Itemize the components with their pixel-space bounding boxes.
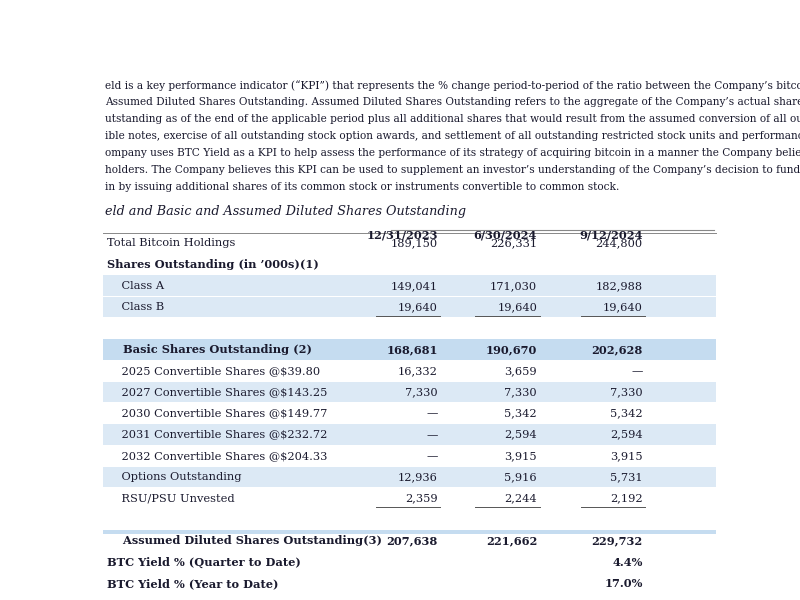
Text: —: — <box>631 366 642 376</box>
Text: Assumed Diluted Shares Outstanding(3): Assumed Diluted Shares Outstanding(3) <box>107 535 382 547</box>
Text: 6/30/2024: 6/30/2024 <box>474 229 537 240</box>
Text: 2,594: 2,594 <box>505 430 537 440</box>
Text: eld is a key performance indicator (“KPI”) that represents the % change period-t: eld is a key performance indicator (“KPI… <box>105 80 800 91</box>
Text: 168,681: 168,681 <box>386 344 438 355</box>
Text: 229,732: 229,732 <box>591 535 642 547</box>
Text: 5,342: 5,342 <box>610 409 642 418</box>
Text: 7,330: 7,330 <box>610 387 642 397</box>
Text: 5,731: 5,731 <box>610 472 642 482</box>
Bar <box>103 382 716 403</box>
Text: 5,342: 5,342 <box>505 409 537 418</box>
Bar <box>103 530 716 551</box>
Text: Basic Shares Outstanding (2): Basic Shares Outstanding (2) <box>107 344 313 355</box>
Text: 5,916: 5,916 <box>505 472 537 482</box>
Text: BTC Yield % (Year to Date): BTC Yield % (Year to Date) <box>107 578 279 589</box>
Text: eld and Basic and Assumed Diluted Shares Outstanding: eld and Basic and Assumed Diluted Shares… <box>105 205 466 218</box>
Text: —: — <box>426 430 438 440</box>
Text: 19,640: 19,640 <box>602 302 642 312</box>
Text: ible notes, exercise of all outstanding stock option awards, and settlement of a: ible notes, exercise of all outstanding … <box>105 131 800 141</box>
Text: 19,640: 19,640 <box>398 302 438 312</box>
Text: 182,988: 182,988 <box>595 281 642 291</box>
Text: 2025 Convertible Shares @$39.80: 2025 Convertible Shares @$39.80 <box>107 366 321 376</box>
Text: 2030 Convertible Shares @$149.77: 2030 Convertible Shares @$149.77 <box>107 409 328 418</box>
Text: holders. The Company believes this KPI can be used to supplement an investor’s u: holders. The Company believes this KPI c… <box>105 166 800 175</box>
Text: 190,670: 190,670 <box>486 344 537 355</box>
Text: 149,041: 149,041 <box>390 281 438 291</box>
Text: Shares Outstanding (in ’000s)(1): Shares Outstanding (in ’000s)(1) <box>107 259 319 270</box>
Text: 19,640: 19,640 <box>498 302 537 312</box>
Text: 189,150: 189,150 <box>390 238 438 248</box>
Text: 2,244: 2,244 <box>505 493 537 503</box>
Text: BTC Yield % (Quarter to Date): BTC Yield % (Quarter to Date) <box>107 557 302 568</box>
Bar <box>103 467 716 487</box>
Bar <box>103 403 716 424</box>
Text: 16,332: 16,332 <box>398 366 438 376</box>
Bar <box>103 551 716 572</box>
Text: 2,594: 2,594 <box>610 430 642 440</box>
Text: —: — <box>426 451 438 461</box>
Text: 9/12/2024: 9/12/2024 <box>579 229 642 240</box>
Text: Class A: Class A <box>107 281 165 291</box>
Text: 226,331: 226,331 <box>490 238 537 248</box>
Bar <box>103 445 716 466</box>
Text: utstanding as of the end of the applicable period plus all additional shares tha: utstanding as of the end of the applicab… <box>105 114 800 124</box>
Bar <box>103 424 716 445</box>
Text: 3,915: 3,915 <box>610 451 642 461</box>
Text: Options Outstanding: Options Outstanding <box>107 472 242 482</box>
Bar <box>103 509 716 530</box>
Bar <box>103 254 716 275</box>
Text: 17.0%: 17.0% <box>604 578 642 589</box>
Text: 2027 Convertible Shares @$143.25: 2027 Convertible Shares @$143.25 <box>107 387 328 397</box>
Text: in by issuing additional shares of its common stock or instruments convertible t: in by issuing additional shares of its c… <box>105 182 619 193</box>
Text: 7,330: 7,330 <box>505 387 537 397</box>
Bar <box>103 296 716 317</box>
Text: —: — <box>426 409 438 418</box>
Text: 4.4%: 4.4% <box>612 557 642 568</box>
Bar <box>103 339 716 360</box>
Text: 171,030: 171,030 <box>490 281 537 291</box>
Text: 244,800: 244,800 <box>595 238 642 248</box>
Bar <box>103 360 716 381</box>
Text: 2,192: 2,192 <box>610 493 642 503</box>
Bar <box>103 318 716 338</box>
Text: 7,330: 7,330 <box>406 387 438 397</box>
Bar <box>103 233 716 254</box>
Text: 202,628: 202,628 <box>591 344 642 355</box>
Text: Class B: Class B <box>107 302 165 312</box>
Text: RSU/PSU Unvested: RSU/PSU Unvested <box>107 493 235 503</box>
Text: 12/31/2023: 12/31/2023 <box>366 229 438 240</box>
Bar <box>103 573 716 593</box>
Text: 2031 Convertible Shares @$232.72: 2031 Convertible Shares @$232.72 <box>107 430 328 440</box>
Bar <box>103 275 716 296</box>
Text: 3,659: 3,659 <box>505 366 537 376</box>
Text: 221,662: 221,662 <box>486 535 537 547</box>
Text: 12,936: 12,936 <box>398 472 438 482</box>
Text: Total Bitcoin Holdings: Total Bitcoin Holdings <box>107 238 236 248</box>
Text: ompany uses BTC Yield as a KPI to help assess the performance of its strategy of: ompany uses BTC Yield as a KPI to help a… <box>105 148 800 158</box>
Text: 2,359: 2,359 <box>406 493 438 503</box>
Text: 2032 Convertible Shares @$204.33: 2032 Convertible Shares @$204.33 <box>107 451 328 461</box>
Text: 3,915: 3,915 <box>505 451 537 461</box>
Text: 207,638: 207,638 <box>386 535 438 547</box>
Text: Assumed Diluted Shares Outstanding. Assumed Diluted Shares Outstanding refers to: Assumed Diluted Shares Outstanding. Assu… <box>105 97 800 107</box>
Bar <box>103 488 716 509</box>
